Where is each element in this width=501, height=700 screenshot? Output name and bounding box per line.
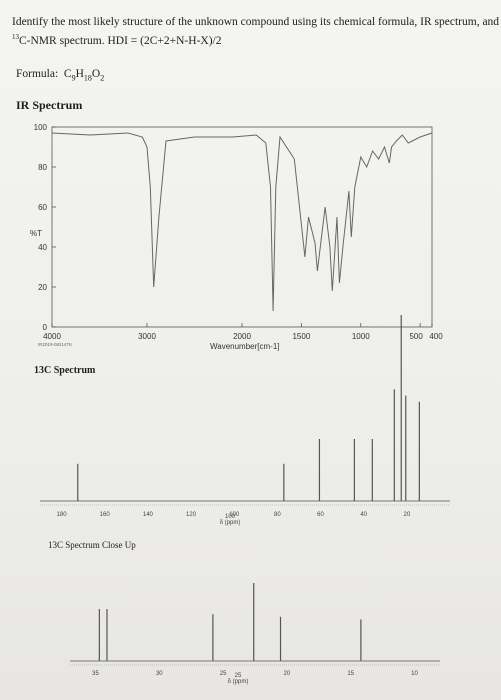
c13-x-tick-label: 120 [186,512,197,518]
ir-x-ticks: 4000 3000 2000 1500 1000 500 400 [43,323,443,341]
ir-x-axis-label: Wavenumber[cm-1] [210,342,280,351]
c13-x-tick-label: 100 [229,512,240,518]
c13-closeup-x-tick-label: 35 [92,671,99,677]
c13-spectrum-title: 13C Spectrum [34,365,96,376]
ir-x-tick-label: 1500 [292,332,310,341]
c13-closeup-x-tick-label: 10 [411,671,418,677]
ir-y-tick-label: 100 [34,123,48,132]
ir-x-tick-label: 1000 [352,332,370,341]
ir-x-tick-label: 3000 [138,332,156,341]
c13-closeup-x-tick-label: 30 [156,671,163,677]
ir-plot-frame [51,126,433,328]
ir-y-tick-label: 80 [38,163,47,172]
c13-x-tick-label: 80 [274,512,281,518]
question-text-line-2: 13C-NMR spectrum. HDI = (2C+2+N-H-X)/2 [12,33,221,47]
c13-x-axis-label: δ (ppm) [220,520,241,526]
ir-x-tick-label: 400 [429,332,443,341]
c13-closeup-x-unit-value: 25 [235,673,242,679]
c13-x-tick-label: 140 [143,512,154,518]
ir-y-tick-label: 40 [38,243,47,252]
c13-x-tick-label: 40 [360,512,367,518]
ir-y-tick-label: 0 [43,323,48,332]
superscript-13: 13 [12,33,19,41]
c13-closeup-x-tick-label: 20 [284,671,291,677]
formula-label: Formula: [16,68,59,80]
ir-spectrum-title: IR Spectrum [16,98,83,112]
ir-y-axis-label: %T [30,229,42,238]
ir-x-tick-label: 4000 [43,332,61,341]
c13-x-ticks: 180 160 140 120 100 80 60 40 20 [57,512,411,518]
ir-x-tick-label: 500 [409,332,423,341]
c13-closeup-x-tick-label: 25 [220,671,227,677]
ir-y-ticks: 100 80 60 40 20 0 [34,123,56,332]
c13-x-tick-label: 160 [100,512,111,518]
question-text-line-2-body: C-NMR spectrum. HDI = (2C+2+N-H-X)/2 [19,34,222,47]
c13-peaks [77,315,420,501]
c13-closeup-x-axis-label: δ (ppm) [228,679,249,685]
ir-x-tick-label: 2000 [233,332,251,341]
c13-x-unit-value: 100 [225,514,236,520]
formula-o-count: 2 [100,73,105,83]
ir-y-tick-label: 20 [38,283,47,292]
formula-c-count: 9 [71,73,76,83]
formula-h-count: 18 [83,73,92,83]
c13-closeup-title: 13C Spectrum Close Up [48,540,136,550]
ir-spectrum-line [51,132,433,312]
ir-code: IR2019-08214TK [38,342,72,347]
c13-x-tick-label: 180 [57,512,68,518]
c13-x-tick-label: 20 [403,512,410,518]
c13-closeup-peaks [98,583,362,661]
c13-x-tick-label: 60 [317,512,324,518]
molecular-formula: Formula: C9H18O2 [16,68,105,83]
question-text-line-1: Identify the most likely structure of th… [12,16,500,28]
c13-closeup-x-ticks: 35 30 25 20 15 10 [92,671,418,677]
c13-closeup-x-tick-label: 15 [347,671,354,677]
ir-y-tick-label: 60 [38,203,47,212]
